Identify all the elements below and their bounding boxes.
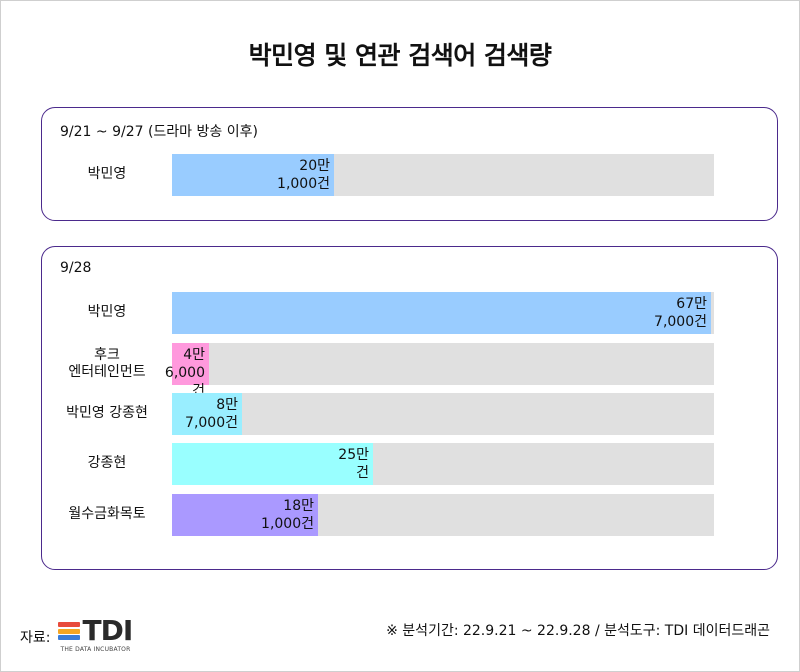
bar-row: 박민영 67만 7,000건 bbox=[42, 292, 777, 334]
data-label: 20만 1,000건 bbox=[277, 158, 330, 192]
bar: 8만 7,000건 bbox=[172, 393, 242, 435]
panel-period-1: 9/21 ~ 9/27 (드라마 방송 이후) 박민영 20만 1,000건 bbox=[41, 107, 778, 221]
source: 자료: TDI THE DATA INCUBATOR bbox=[20, 616, 150, 658]
logo-text: TDI bbox=[82, 614, 133, 647]
data-label: 8만 7,000건 bbox=[185, 397, 238, 431]
bar-row: 후크 엔터테인먼트 4만 6,000건 bbox=[42, 343, 777, 399]
bar: 4만 6,000건 bbox=[165, 343, 209, 399]
bar-track: 67만 7,000건 bbox=[172, 292, 714, 334]
data-label: 18만 1,000건 bbox=[261, 498, 314, 532]
category-label: 박민영 강종현 bbox=[66, 405, 148, 422]
chart-title: 박민영 및 연관 검색어 검색량 bbox=[248, 41, 552, 70]
bar: 67만 7,000건 bbox=[172, 292, 711, 334]
footnote: ※ 분석기간: 22.9.21 ~ 22.9.28 / 분석도구: TDI 데이… bbox=[386, 623, 770, 639]
tdi-logo: TDI THE DATA INCUBATOR bbox=[58, 616, 150, 658]
data-label: 4만 6,000건 bbox=[164, 347, 205, 399]
panel-period-label: 9/21 ~ 9/27 (드라마 방송 이후) bbox=[60, 124, 258, 140]
bar-track: 8만 7,000건 bbox=[172, 393, 714, 435]
bar: 20만 1,000건 bbox=[172, 154, 334, 196]
bar-track: 18만 1,000건 bbox=[172, 494, 714, 536]
data-label: 67만 7,000건 bbox=[654, 296, 707, 330]
category-label: 월수금화목토 bbox=[68, 506, 146, 523]
bar: 25만 건 bbox=[172, 443, 373, 485]
logo-subtext: THE DATA INCUBATOR bbox=[60, 646, 131, 653]
category-label: 후크 엔터테인먼트 bbox=[68, 346, 146, 381]
bar-row: 월수금화목토 18만 1,000건 bbox=[42, 494, 777, 536]
bar: 18만 1,000건 bbox=[172, 494, 318, 536]
bar-row: 강종현 25만 건 bbox=[42, 443, 777, 485]
category-label: 강종현 bbox=[87, 455, 127, 472]
source-label: 자료: bbox=[20, 630, 51, 646]
panel-period-label: 9/28 bbox=[60, 260, 92, 276]
bar-row: 박민영 강종현 8만 7,000건 bbox=[42, 393, 777, 435]
category-label: 박민영 bbox=[87, 304, 127, 321]
panel-period-2: 9/28 박민영 67만 7,000건 후크 엔터테인먼트 4만 6,000건 박민영 … bbox=[41, 246, 778, 570]
bar-row: 박민영 20만 1,000건 bbox=[42, 154, 777, 196]
data-label: 25만 건 bbox=[338, 447, 369, 481]
bar-track: 4만 6,000건 bbox=[165, 343, 714, 399]
bar-track: 25만 건 bbox=[172, 443, 714, 485]
category-label: 박민영 bbox=[87, 166, 127, 183]
logo-stripes-icon bbox=[58, 622, 81, 640]
bar-track: 20만 1,000건 bbox=[172, 154, 714, 196]
